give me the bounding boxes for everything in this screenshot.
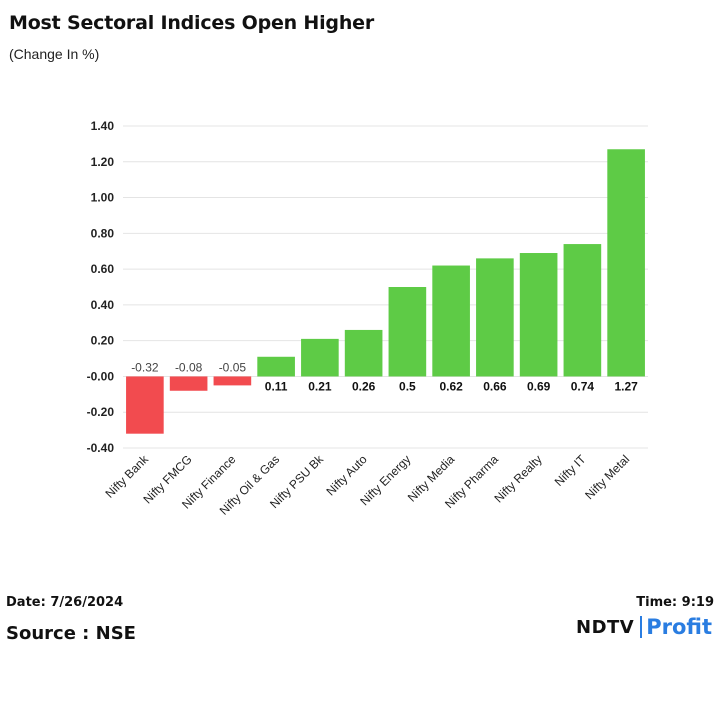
bar: [476, 258, 514, 377]
bar-value-label: 0.21: [308, 379, 332, 393]
y-tick-label: 1.40: [91, 119, 115, 133]
x-tick-label: Nifty Realty: [491, 452, 544, 505]
bar-value-label: -0.05: [219, 360, 247, 374]
logo-divider: [640, 616, 643, 638]
ndtv-profit-logo: NDTV Profit: [576, 613, 712, 641]
bar-value-label: 0.26: [352, 379, 376, 393]
bar: [169, 376, 208, 391]
bar: [213, 376, 252, 386]
bar-value-label: 0.11: [265, 379, 288, 393]
bar-value-label: 1.27: [614, 379, 638, 393]
bar: [519, 253, 558, 377]
y-tick-label: 1.20: [91, 155, 115, 169]
y-tick-label: 0.60: [91, 262, 115, 276]
date-label: Date: 7/26/2024: [6, 595, 124, 610]
bar: [432, 265, 470, 377]
bar: [257, 356, 295, 377]
bar-value-label: -0.32: [131, 360, 159, 374]
y-tick-label: 0.80: [91, 226, 115, 240]
logo-profit-text: Profit: [646, 615, 712, 639]
bar: [301, 338, 339, 377]
bar: [344, 329, 383, 377]
bar: [126, 376, 164, 434]
bar-value-label: 0.5: [399, 379, 416, 393]
y-tick-label: 0.40: [91, 298, 115, 312]
bar-value-label: 0.74: [571, 379, 595, 393]
y-tick-label: -0.20: [87, 405, 115, 419]
bar-value-label: -0.08: [175, 360, 203, 374]
source-label: Source : NSE: [6, 623, 136, 644]
x-tick-label: Nifty Metal: [582, 452, 632, 502]
bar-value-label: 0.62: [439, 379, 463, 393]
x-tick-label: Nifty IT: [552, 452, 589, 489]
y-tick-label: 0.20: [91, 334, 115, 348]
bar: [607, 149, 645, 377]
bar: [563, 244, 602, 377]
bar: [388, 287, 427, 377]
y-tick-label: 1.00: [91, 191, 115, 205]
time-label: Time: 9:19: [636, 595, 714, 610]
bar-value-label: 0.69: [527, 379, 551, 393]
bar-value-label: 0.66: [483, 379, 507, 393]
chart-subtitle: (Change In %): [9, 46, 100, 62]
y-tick-label: -0.40: [87, 441, 115, 455]
chart-title: Most Sectoral Indices Open Higher: [9, 12, 375, 34]
y-tick-label: -0.00: [87, 369, 115, 383]
logo-ndtv-text: NDTV: [576, 616, 635, 638]
